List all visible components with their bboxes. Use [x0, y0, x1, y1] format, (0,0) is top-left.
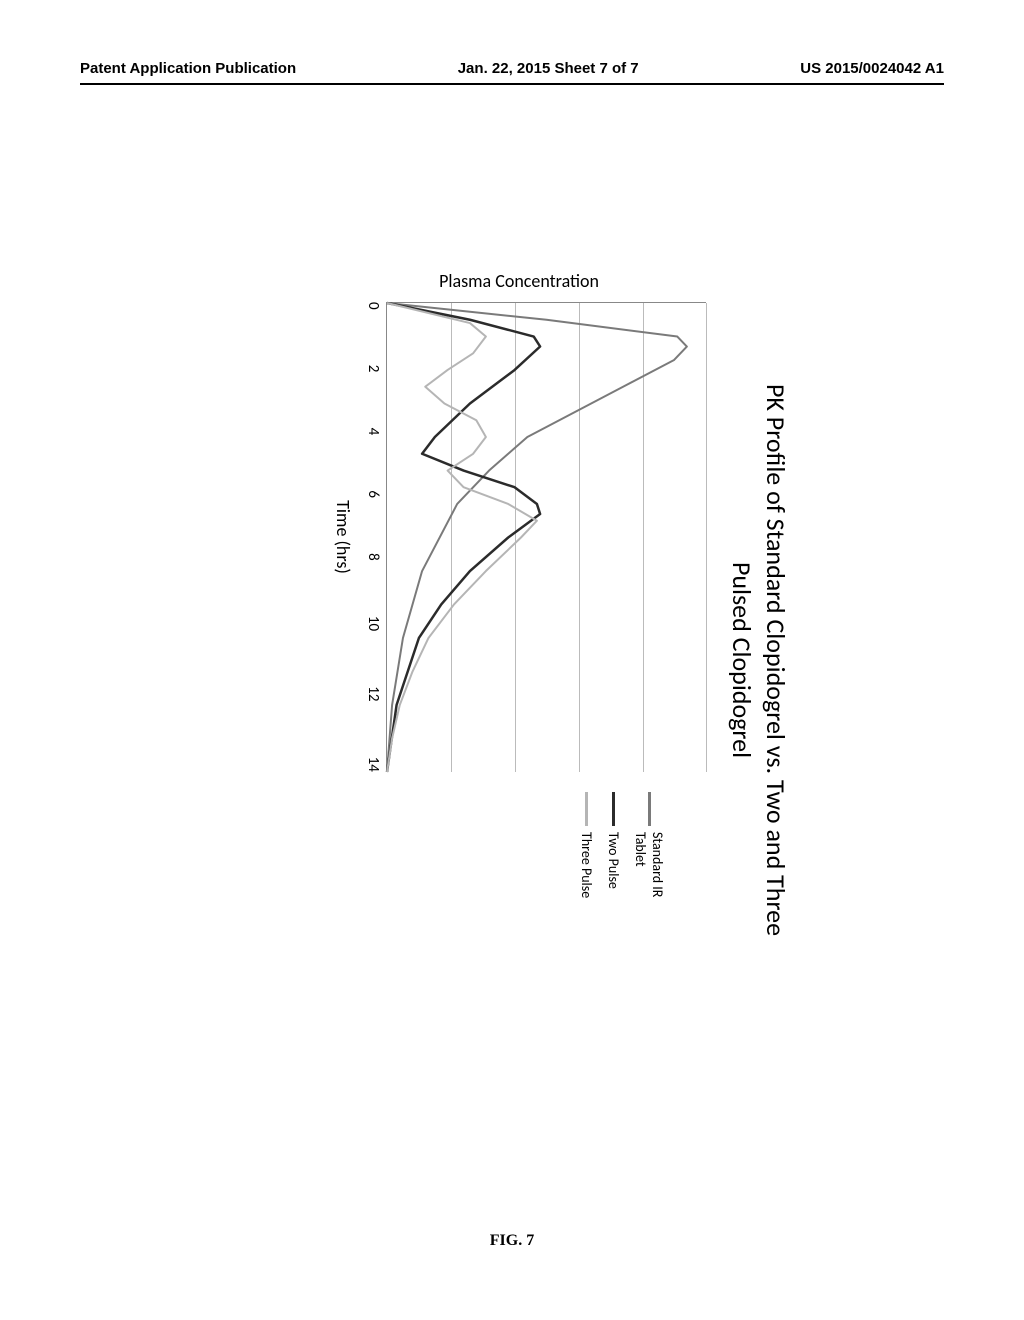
series-two-pulse: [387, 303, 540, 772]
y-axis-label: Plasma Concentration: [439, 270, 599, 292]
series-standard-ir-tablet: [387, 303, 687, 772]
chart-title-line2: Pulsed Clopidogrel: [726, 562, 758, 758]
chart-svg: [387, 303, 706, 772]
page-header: Patent Application Publication Jan. 22, …: [80, 60, 944, 85]
plot-area: [386, 302, 706, 772]
legend-swatch: [648, 792, 651, 826]
figure-rotated: PK Profile of Standard Clopidogrel vs. T…: [232, 270, 792, 1050]
plot-box: 0 2 4 6 8 10 12 14 Time (hrs): [332, 302, 706, 772]
x-tick: 2: [364, 365, 382, 373]
x-tick: 6: [364, 490, 382, 498]
chart-wrap: Plasma Concentration 0 2 4 6 8 10 12 14 Time (h…: [332, 270, 706, 1050]
x-tick: 14: [364, 757, 382, 772]
x-tick: 10: [364, 616, 382, 631]
plot-legend-row: 0 2 4 6 8 10 12 14 Time (hrs) Standard IR Table…: [332, 302, 706, 898]
header-right: US 2015/0024042 A1: [800, 60, 944, 77]
x-tick: 0: [364, 302, 382, 310]
legend-label: Two Pulse: [605, 832, 622, 889]
figure-caption: FIG. 7: [0, 1232, 1024, 1250]
header-left: Patent Application Publication: [80, 60, 296, 77]
header-center: Jan. 22, 2015 Sheet 7 of 7: [458, 60, 639, 77]
x-tick: 4: [364, 428, 382, 436]
chart-title-line1: PK Profile of Standard Clopidogrel vs. T…: [760, 384, 792, 936]
legend-item: Three Pulse: [578, 792, 595, 898]
x-tick: 8: [364, 553, 382, 561]
legend: Standard IR Tablet Two Pulse Three Pulse: [568, 792, 666, 898]
legend-label: Three Pulse: [578, 832, 595, 898]
page: Patent Application Publication Jan. 22, …: [0, 0, 1024, 1320]
x-tick: 12: [364, 686, 382, 701]
legend-item: Two Pulse: [605, 792, 622, 898]
x-axis-label: Time (hrs): [332, 302, 354, 772]
legend-item: Standard IR Tablet: [632, 792, 666, 898]
legend-swatch: [612, 792, 615, 826]
series-three-pulse: [387, 303, 537, 772]
legend-swatch: [585, 792, 588, 826]
x-ticks: 0 2 4 6 8 10 12 14: [364, 302, 382, 772]
chart-title: PK Profile of Standard Clopidogrel vs. T…: [724, 270, 792, 1050]
legend-label: Standard IR Tablet: [632, 832, 666, 897]
gridline: [706, 303, 707, 772]
